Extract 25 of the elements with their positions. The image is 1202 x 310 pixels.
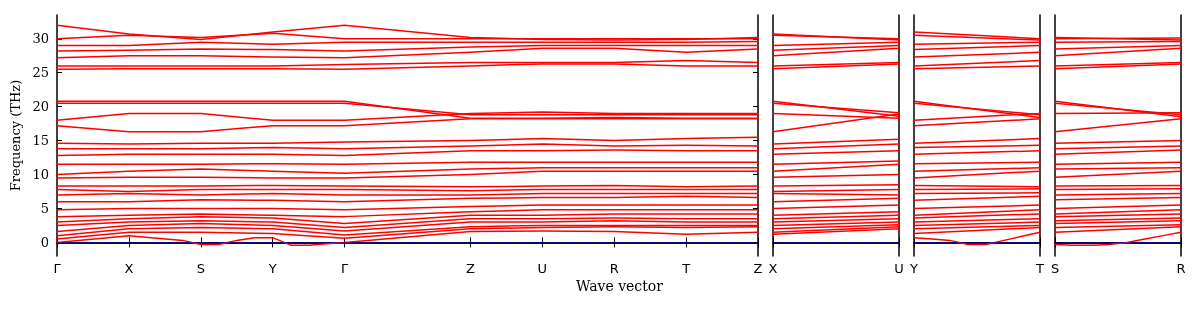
y-tick-label: 25	[32, 65, 49, 81]
y-tick-label: 10	[32, 167, 49, 183]
x-tick-label: X	[768, 261, 778, 276]
x-tick-label: X	[124, 261, 134, 276]
x-tick-label: Z	[465, 261, 475, 276]
y-tick-label: 5	[40, 200, 49, 216]
x-tick-label: Γ	[340, 261, 349, 276]
x-tick-label: U	[537, 261, 548, 276]
x-tick-label: S	[1050, 261, 1060, 276]
x-tick-label: U	[894, 261, 904, 276]
x-tick-label: S	[196, 261, 205, 276]
y-tick-label: 15	[32, 133, 49, 149]
y-tick-label: 20	[32, 99, 49, 115]
x-axis-title: Wave vector	[576, 278, 664, 294]
x-tick-label: T	[681, 261, 691, 276]
x-tick-label: Z	[753, 261, 763, 276]
x-tick-label: Y	[267, 261, 277, 276]
y-tick-label: 0	[40, 234, 49, 250]
x-tick-label: Γ	[53, 261, 62, 276]
y-axis-title: Frequency (THz)	[7, 79, 23, 192]
x-tick-label: R	[609, 261, 619, 276]
x-tick-label: R	[1176, 261, 1186, 276]
x-tick-label: Y	[909, 261, 919, 276]
x-tick-label: T	[1035, 261, 1045, 276]
y-tick-label: 30	[32, 31, 49, 47]
